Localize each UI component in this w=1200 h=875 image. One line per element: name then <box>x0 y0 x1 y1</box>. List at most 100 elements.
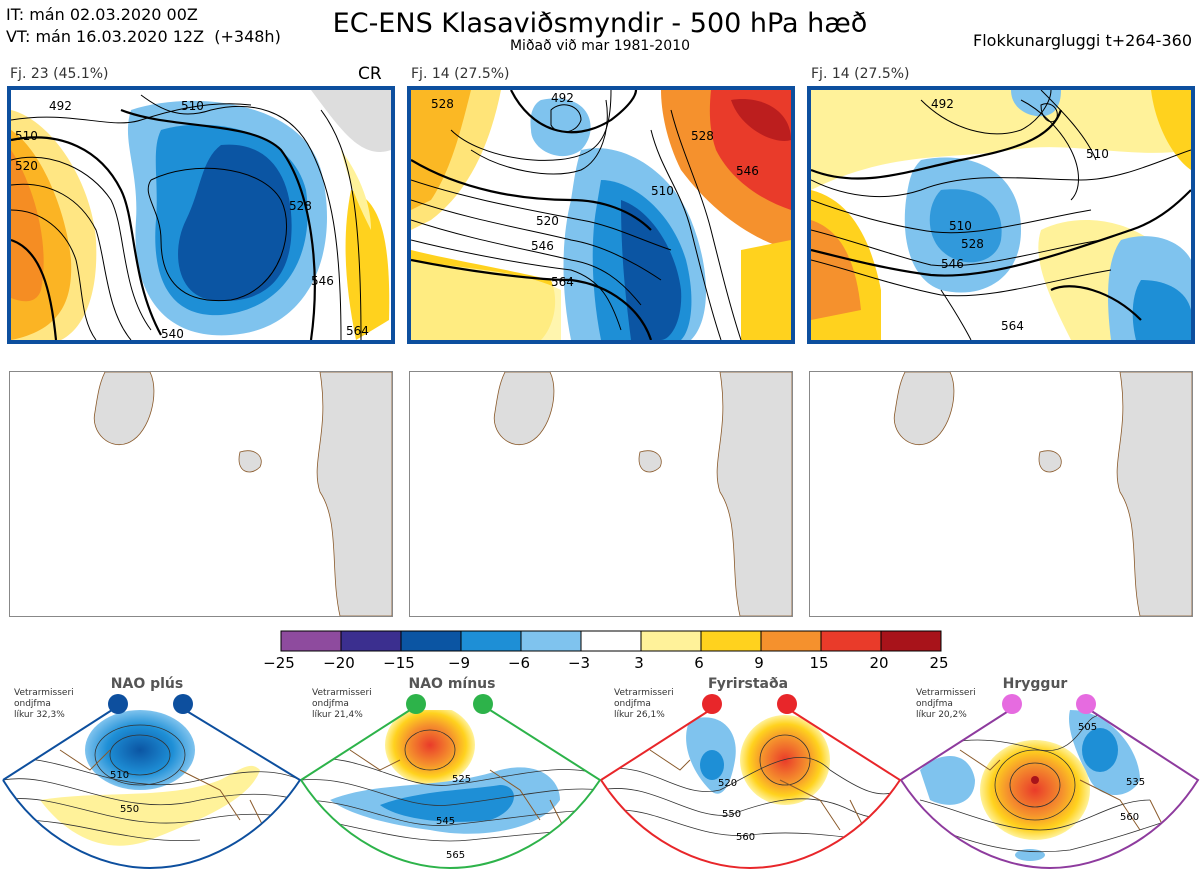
cluster-1-map: 510 510 520 528 546 564 540 492 <box>7 86 395 344</box>
colorbar-tick: 20 <box>869 654 889 672</box>
colorbar-swatch <box>880 630 942 652</box>
regime-4-dot-left <box>1002 694 1022 714</box>
colorbar-swatch <box>580 630 642 652</box>
regime-1-dot-right <box>173 694 193 714</box>
freq-line: ondjfma <box>312 699 349 709</box>
colorbar-swatch <box>400 630 462 652</box>
empty-map-1 <box>9 371 393 617</box>
colorbar <box>279 630 943 656</box>
contour-label: 564 <box>551 275 574 289</box>
colorbar-ticks: −25 −20 −15 −9 −6 −3 3 6 9 15 20 25 <box>258 654 958 674</box>
empty-map-2 <box>409 371 793 617</box>
colorbar-tick: −3 <box>567 654 591 672</box>
contour-label: 528 <box>691 129 714 143</box>
cluster-3-label: Fj. 14 (27.5%) <box>811 66 910 82</box>
colorbar-tick: −9 <box>447 654 471 672</box>
contour-label: 545 <box>436 816 455 827</box>
page-title: EC-ENS Klasaviðsmyndir - 500 hPa hæð <box>332 8 868 39</box>
regime-3-frequency: Vetrarmisseri ondjfma líkur 26,1% <box>614 688 674 721</box>
regime-2-name: NAO mínus <box>408 676 496 692</box>
colorbar-tick: −25 <box>263 654 295 672</box>
freq-line: ondjfma <box>916 699 953 709</box>
colorbar-swatch <box>760 630 822 652</box>
colorbar-tick: −15 <box>383 654 415 672</box>
regime-2-dot-right <box>473 694 493 714</box>
contour-label: 492 <box>551 91 574 105</box>
regime-3-map: 520 550 560 <box>601 710 900 868</box>
colorbar-tick: 6 <box>694 654 704 672</box>
regime-3-name: Fyrirstaða <box>707 676 789 692</box>
contour-label: 510 <box>651 184 674 198</box>
cluster-2-map: 528 492 510 520 546 564 528 546 <box>407 86 795 344</box>
regime-3-dot-left <box>702 694 722 714</box>
contour-label: 546 <box>311 274 334 288</box>
colorbar-tick: 25 <box>929 654 949 672</box>
colorbar-swatch <box>700 630 762 652</box>
contour-label: 510 <box>949 219 972 233</box>
colorbar-tick: 9 <box>754 654 764 672</box>
contour-label: 546 <box>736 164 759 178</box>
colorbar-tick: 3 <box>634 654 644 672</box>
regime-2-dot-left <box>406 694 426 714</box>
freq-line: Vetrarmisseri <box>312 688 372 698</box>
empty-map-3 <box>809 371 1193 617</box>
page-subtitle: Miðað við mar 1981-2010 <box>509 38 691 54</box>
contour-label: 505 <box>1078 722 1097 733</box>
colorbar-swatch <box>460 630 522 652</box>
regime-2-map: 525 545 565 <box>301 710 600 868</box>
contour-label: 560 <box>736 832 755 843</box>
freq-line: líkur 20,2% <box>916 710 967 720</box>
classification-window: Flokkunargluggi t+264-360 <box>973 31 1192 50</box>
header-info: IT: mán 02.03.2020 00Z VT: mán 16.03.202… <box>6 4 281 48</box>
colorbar-swatch <box>280 630 342 652</box>
contour-label: 492 <box>49 99 72 113</box>
contour-label: 564 <box>346 324 369 338</box>
initial-time: IT: mán 02.03.2020 00Z <box>6 5 198 24</box>
freq-line: líkur 21,4% <box>312 710 363 720</box>
regime-2-frequency: Vetrarmisseri ondjfma líkur 21,4% <box>312 688 372 721</box>
contour-label: 510 <box>1086 147 1109 161</box>
regime-1-dot-left <box>108 694 128 714</box>
contour-label: 520 <box>718 778 737 789</box>
regime-1-name: NAO plús <box>110 676 184 692</box>
contour-label: 510 <box>15 129 38 143</box>
cluster-2-label: Fj. 14 (27.5%) <box>411 66 510 82</box>
regime-4-name: Hryggur <box>1002 676 1068 692</box>
regime-4-map: 505 535 560 <box>901 710 1198 868</box>
contour-label: 565 <box>446 850 465 861</box>
cluster-1-tag: CR <box>358 64 382 84</box>
contour-label: 520 <box>536 214 559 228</box>
regime-1-map: 510 550 <box>3 710 300 868</box>
freq-line: ondjfma <box>614 699 651 709</box>
contour-label: 535 <box>1126 777 1145 788</box>
contour-label: 540 <box>161 327 184 340</box>
contour-label: 546 <box>531 239 554 253</box>
contour-label: 528 <box>289 199 312 213</box>
freq-line: líkur 26,1% <box>614 710 665 720</box>
regime-1-frequency: Vetrarmisseri ondjfma líkur 32,3% <box>14 688 74 721</box>
colorbar-tick: −20 <box>323 654 355 672</box>
contour-label: 510 <box>181 99 204 113</box>
regime-3-dot-right <box>777 694 797 714</box>
freq-line: Vetrarmisseri <box>916 688 976 698</box>
regime-maps: 510 550 525 545 565 <box>0 690 1200 875</box>
freq-line: ondjfma <box>14 699 51 709</box>
colorbar-swatch <box>640 630 702 652</box>
valid-time: VT: mán 16.03.2020 12Z (+348h) <box>6 27 281 46</box>
contour-label: 546 <box>941 257 964 271</box>
contour-label: 550 <box>722 809 741 820</box>
contour-label: 560 <box>1120 812 1139 823</box>
freq-line: Vetrarmisseri <box>14 688 74 698</box>
contour-label: 520 <box>15 159 38 173</box>
contour-label: 510 <box>110 770 129 781</box>
cluster-3-map: 492 510 528 546 564 510 <box>807 86 1195 344</box>
freq-line: líkur 32,3% <box>14 710 65 720</box>
contour-label: 528 <box>431 97 454 111</box>
colorbar-swatch <box>340 630 402 652</box>
cluster-1-label: Fj. 23 (45.1%) <box>10 66 109 82</box>
contour-label: 564 <box>1001 319 1024 333</box>
colorbar-tick: −6 <box>507 654 531 672</box>
colorbar-swatch <box>520 630 582 652</box>
contour-label: 528 <box>961 237 984 251</box>
contour-label: 525 <box>452 774 471 785</box>
